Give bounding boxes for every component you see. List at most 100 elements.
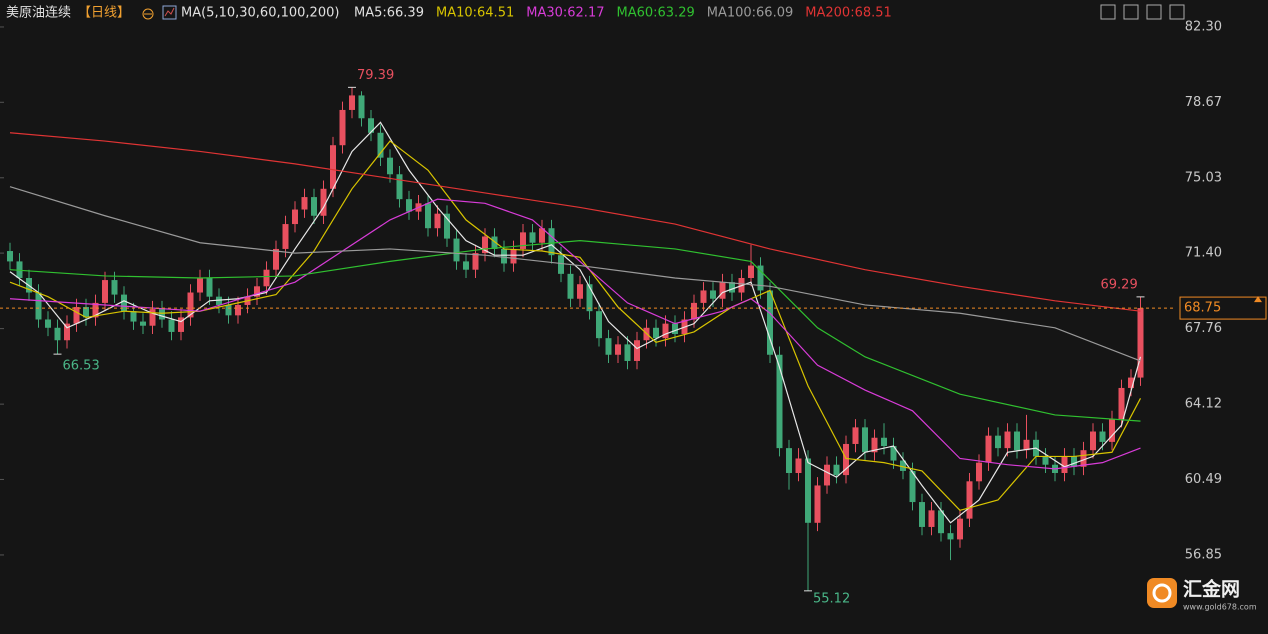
candle-body (653, 327, 659, 339)
candle-body (187, 292, 194, 318)
period: 【日线】 (78, 6, 130, 21)
candle-body (235, 304, 241, 316)
candle-body (301, 197, 308, 210)
candle-body (263, 269, 270, 287)
candle-body (54, 327, 61, 341)
candle-body (586, 284, 593, 312)
candle-body (292, 209, 298, 225)
toolbar (1100, 4, 1185, 20)
last-price-box (1179, 296, 1267, 320)
candle-body (349, 95, 355, 110)
candle-body (852, 427, 859, 444)
tool-button[interactable] (1123, 4, 1139, 20)
symbol: 美原油连续 (6, 5, 71, 21)
candle-body (320, 188, 327, 216)
candle-body (748, 265, 754, 278)
candle-body (985, 435, 992, 463)
candle-body (254, 286, 260, 297)
tool-button[interactable] (1100, 4, 1116, 20)
candle-body (662, 323, 669, 339)
candle-body (539, 228, 545, 243)
candle-body (805, 458, 811, 523)
candle-body (425, 203, 431, 229)
candle-body (64, 323, 70, 341)
candle-body (368, 118, 374, 133)
legend-entry: MA5:66.39 (354, 6, 424, 21)
y-tick-label: 67.76 (1185, 321, 1222, 336)
candle-body (1099, 431, 1106, 442)
candle-body (729, 282, 735, 293)
candle-body (938, 510, 944, 534)
candle-body (548, 228, 555, 256)
candle-body (833, 464, 840, 476)
legend-entry: MA60:63.29 (616, 6, 694, 21)
candle-body (149, 309, 156, 326)
candle-body (73, 307, 80, 324)
candle-body (35, 292, 42, 320)
candle-body (795, 458, 802, 474)
plot: 82.30 78.67 75.03 71.40 67.76 64.12 60.49 56.85… (0, 19, 1267, 606)
last-price-label: 68.75 (1184, 301, 1221, 316)
candle-body (577, 284, 583, 299)
candle-body (615, 344, 621, 355)
candle-body (786, 448, 792, 474)
candle-body (871, 437, 878, 453)
candle-body (1109, 419, 1115, 442)
candle-body (1137, 308, 1144, 378)
candle-body (1128, 377, 1134, 388)
candle-body (757, 265, 764, 291)
candle-body (434, 213, 441, 229)
legend-entry: MA100:66.09 (707, 6, 794, 21)
candle-body (957, 518, 963, 540)
settings-icon[interactable] (142, 8, 154, 20)
candle-body (814, 485, 821, 523)
y-tick-label: 60.49 (1185, 472, 1222, 487)
candle-body (1071, 456, 1077, 467)
candle-body (995, 435, 1001, 449)
extreme-label: 55.12 (813, 591, 850, 606)
candle-body (634, 340, 640, 361)
candle-body (140, 321, 146, 326)
candle-body (776, 354, 783, 449)
candle-body (358, 95, 365, 119)
y-tick-label: 56.85 (1185, 547, 1222, 562)
candle-body (909, 470, 916, 503)
candle-body (482, 236, 488, 254)
candle-body (406, 199, 412, 212)
candle-body (596, 311, 602, 339)
candle-body (387, 157, 393, 175)
candle-body (567, 273, 574, 299)
candle-body (767, 290, 773, 355)
candle-body (102, 280, 108, 303)
candle-body (947, 533, 954, 540)
candle-body (691, 302, 697, 320)
legend-entry: MA30:62.17 (526, 6, 604, 21)
logo-icon (1152, 583, 1172, 603)
candle-body (45, 319, 51, 328)
logo-url: www.gold678.com (1183, 603, 1257, 612)
candle-body (83, 307, 89, 318)
ma-line (9, 132, 1141, 312)
tool-button[interactable] (1169, 4, 1185, 20)
candle-body (311, 197, 317, 216)
last-price-arrow (1254, 296, 1262, 303)
candle-body (197, 277, 203, 293)
ma-line (9, 186, 1141, 362)
candle-body (1023, 439, 1030, 451)
legend-entry: MA10:64.51 (436, 6, 514, 21)
candle-body (178, 317, 184, 332)
tool-button[interactable] (1146, 4, 1162, 20)
candle-body (1042, 456, 1049, 465)
candle-body (881, 437, 887, 447)
candle-body (16, 261, 23, 278)
indicator-icon[interactable] (162, 5, 177, 20)
candle-body (339, 109, 346, 146)
ma-line (9, 240, 1141, 422)
extreme-label: 69.29 (1101, 277, 1138, 292)
candle-body (92, 302, 99, 318)
candle-body (824, 464, 830, 486)
logo: 汇金网 www.gold678.com (1147, 578, 1257, 612)
candle-body (672, 323, 678, 335)
